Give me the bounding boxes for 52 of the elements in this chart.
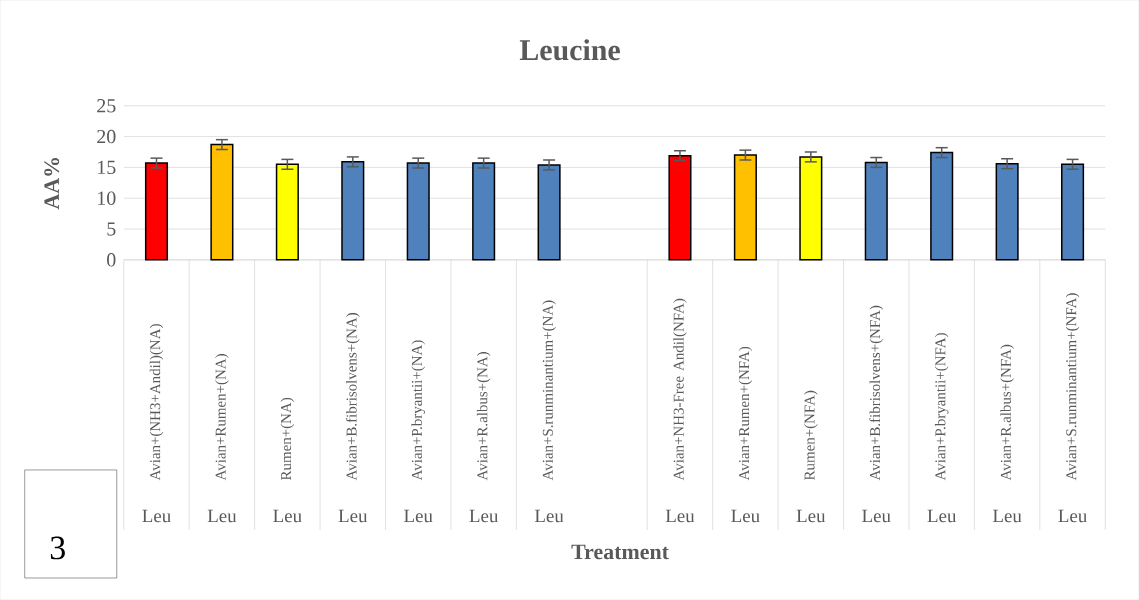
x-tick-label: Avian+R.albus+(NA) [476,352,491,481]
text: Leu [731,509,760,523]
x-tick-label: Avian+Rumen+(NA) [215,354,229,481]
text: Leu [534,509,564,523]
y-tick-label: 10 [98,191,116,206]
text: Leu [927,509,957,523]
bar [995,163,1019,261]
text: Leu [665,509,695,523]
x-tick-label: Avian+P.bryantii+(NFA) [934,333,949,481]
y-tick-label: 5 [107,222,116,236]
text: Leu [992,509,1022,523]
x-tick-label: Avian+B.fibrisolvens+(NFA) [869,305,884,481]
bar [275,163,299,261]
bar [864,161,888,261]
text: Leu [273,509,302,523]
text: Leu [207,509,237,523]
text: Leu [142,509,171,523]
y-tick-label: 15 [98,160,116,175]
bar [799,156,823,261]
y-tick-label: 20 [97,129,116,144]
x-tick-label: Avian+S.runminantium+(NA) [542,300,556,481]
x-tick-label: Avian+Rumen+(NFA) [738,347,753,481]
x-tick-label: Avian+NH3-Free Andil(NFA) [673,299,687,481]
chart-title: Leucine [519,39,620,61]
x-tick-label: Avian+(NH3+Andil)(NA) [149,324,164,481]
text: 3 [50,536,65,560]
text: Leu [796,509,826,523]
bar [210,143,234,261]
text: Leu [469,509,499,523]
bar [472,162,496,261]
bar [668,155,692,261]
text: Leu [862,509,891,523]
text: Leu [1058,509,1087,523]
bar [144,162,169,261]
x-tick-label: Avian+P.bryantii+(NA) [411,340,426,481]
x-axis-title: Treatment [571,544,669,560]
bar [406,162,430,261]
x-tick-label: Rumen+(NFA) [804,390,818,481]
bar [537,164,561,261]
x-tick-label: Avian+B.fibrisolvens+(NA) [345,313,360,481]
y-tick-label: 0 [107,253,116,267]
bar [341,161,365,261]
text: Leu [404,509,433,523]
text: Leu [338,509,368,523]
bar [733,154,757,261]
x-tick-label: Avian+R.albus+(NFA) [1000,344,1014,481]
x-tick-label: Rumen+(NA) [280,398,295,481]
x-tick-label: Avian+S.runminantium+(NFA) [1065,293,1080,481]
bar [930,151,954,261]
bar [1061,163,1085,261]
y-tick-label: 25 [97,99,116,113]
y-axis-title: AA% [44,158,60,210]
